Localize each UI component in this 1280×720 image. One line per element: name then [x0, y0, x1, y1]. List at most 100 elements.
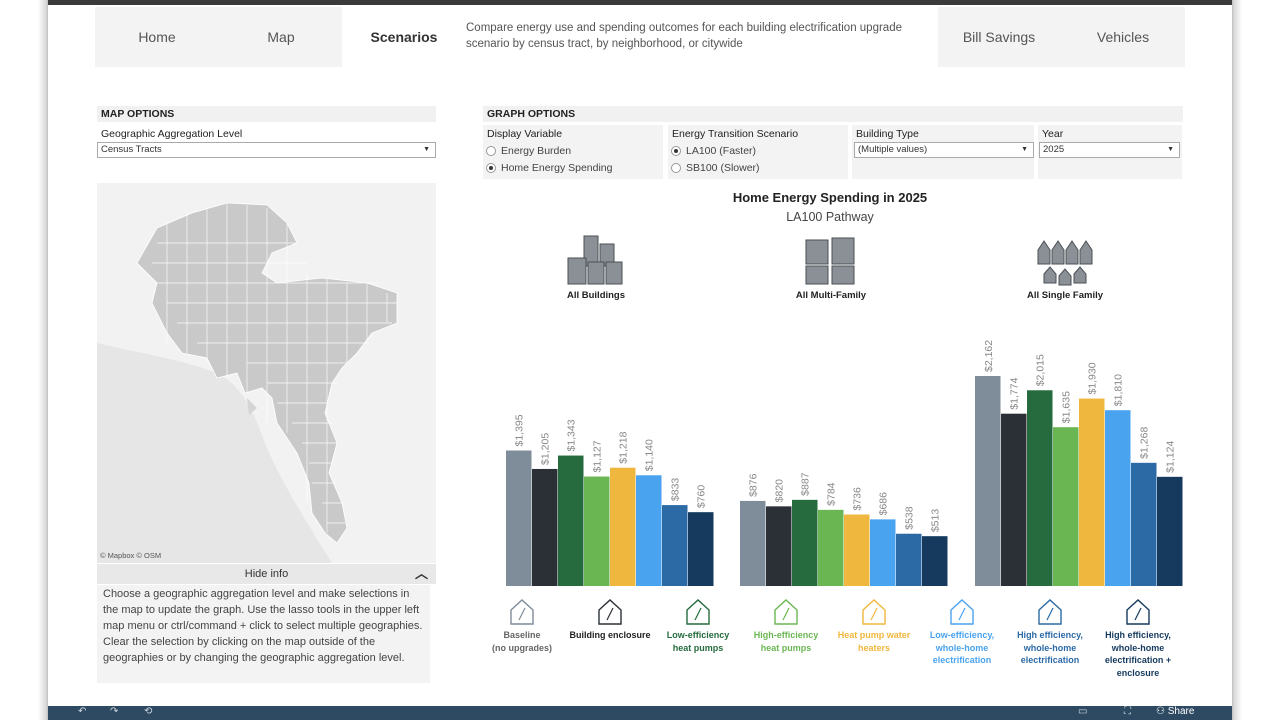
- redo-icon[interactable]: ↷: [110, 706, 119, 717]
- bar[interactable]: [1157, 476, 1183, 586]
- tab-scenarios[interactable]: Scenarios: [342, 7, 466, 67]
- bar-value-label: $1,343: [566, 419, 578, 451]
- bar-value-label: $538: [904, 506, 916, 530]
- bar[interactable]: [1105, 410, 1131, 586]
- caret-down-icon: ▼: [1021, 146, 1028, 153]
- radio-la100[interactable]: LA100 (Faster): [671, 145, 756, 157]
- legend-label-line: heaters: [857, 642, 891, 653]
- page-description: Compare energy use and spending outcomes…: [466, 22, 902, 50]
- legend-house-icon: [510, 599, 534, 625]
- bar[interactable]: [1131, 462, 1157, 586]
- legend-label-line: Low-efficiency,: [929, 630, 995, 640]
- building-type-dropdown[interactable]: (Multiple values) ▼: [854, 142, 1034, 158]
- bar-value-label: $2,015: [1035, 354, 1047, 386]
- bar-value-label: $887: [800, 472, 812, 496]
- radio-label: Home Energy Spending: [501, 162, 613, 174]
- radio-energy-burden[interactable]: Energy Burden: [486, 145, 571, 157]
- share-label: Share: [1167, 706, 1195, 717]
- scenario-label: Energy Transition Scenario: [672, 128, 799, 140]
- geo-level-label: Geographic Aggregation Level: [101, 128, 243, 140]
- legend-label-line: heat pumps: [672, 642, 724, 653]
- legend-house-icon: [1038, 599, 1062, 625]
- bar[interactable]: [844, 514, 870, 586]
- legend-label-line: (no upgrades): [492, 642, 552, 653]
- tab-home[interactable]: Home: [138, 29, 176, 45]
- undo-icon[interactable]: ↶: [78, 706, 87, 717]
- legend-house-icon: [598, 599, 622, 625]
- legend-label-line: heat pumps: [760, 642, 812, 653]
- bar-value-label: $1,810: [1113, 374, 1125, 406]
- window-frame-left: [0, 0, 48, 720]
- fullscreen-icon[interactable]: ⛶: [1124, 706, 1131, 717]
- radio-home-energy-spending[interactable]: Home Energy Spending: [486, 162, 613, 174]
- chart-subtitle: LA100 Pathway: [786, 210, 874, 224]
- legend-label: High-efficiency heat pumps: [736, 629, 836, 654]
- bar[interactable]: [1027, 390, 1053, 586]
- building-type-label: Building Type: [856, 128, 919, 140]
- map-view[interactable]: [97, 183, 436, 563]
- bar[interactable]: [1001, 413, 1027, 586]
- device-icon[interactable]: ▭: [1078, 706, 1088, 717]
- bar[interactable]: [610, 467, 636, 586]
- bar[interactable]: [506, 450, 532, 586]
- bar[interactable]: [740, 500, 766, 586]
- bar[interactable]: [975, 376, 1001, 586]
- radio-sb100[interactable]: SB100 (Slower): [671, 162, 760, 174]
- year-label: Year: [1042, 128, 1064, 140]
- bar-value-label: $1,205: [540, 433, 552, 465]
- map-canvas: [97, 183, 436, 563]
- legend-house-icon: [774, 599, 798, 625]
- legend-label-line: High-efficiency: [753, 630, 819, 640]
- bar-value-label: $833: [670, 478, 682, 502]
- tab-map[interactable]: Map: [267, 29, 295, 45]
- legend-label-line: Low-efficiency: [666, 630, 730, 640]
- radio-label: LA100 (Faster): [686, 145, 757, 157]
- caret-down-icon: ▼: [1167, 146, 1174, 153]
- hide-info-toggle[interactable]: Hide info ︿: [97, 564, 436, 584]
- bar[interactable]: [792, 499, 818, 586]
- tab-bill-savings[interactable]: Bill Savings: [962, 29, 1036, 45]
- bar-value-label: $1,268: [1139, 427, 1151, 459]
- share-button[interactable]: ⚇ Share: [1156, 706, 1194, 717]
- legend-label: Low-efficiency heat pumps: [648, 629, 748, 654]
- bar[interactable]: [1053, 427, 1079, 586]
- geo-level-dropdown[interactable]: Census Tracts ▼: [97, 142, 436, 158]
- bar[interactable]: [896, 533, 922, 586]
- year-dropdown[interactable]: 2025 ▼: [1039, 142, 1180, 158]
- bar[interactable]: [818, 509, 844, 586]
- legend-label-line: Baseline: [503, 630, 541, 640]
- legend-label-line: High efficiency,: [1017, 630, 1083, 640]
- bar-value-label: $1,124: [1165, 441, 1177, 473]
- legend-label-line: enclosure: [1116, 667, 1160, 678]
- radio-selected-icon: [486, 163, 496, 173]
- bar[interactable]: [636, 475, 662, 586]
- bar-value-label: $1,395: [514, 414, 526, 446]
- bar[interactable]: [662, 505, 688, 586]
- graph-options-header: GRAPH OPTIONS: [483, 106, 1183, 122]
- chevron-up-icon: ︿: [414, 566, 428, 581]
- year-value: 2025: [1043, 144, 1065, 155]
- bar-value-label: $1,127: [592, 440, 604, 472]
- bar[interactable]: [870, 519, 896, 586]
- bar-value-label: $820: [774, 479, 786, 503]
- bar[interactable]: [558, 455, 584, 586]
- bar[interactable]: [532, 468, 558, 586]
- chart-title: Home Energy Spending in 2025: [732, 190, 928, 205]
- radio-icon: [671, 163, 681, 173]
- display-variable-label: Display Variable: [487, 128, 563, 140]
- legend-label: High efficiency, whole-home electrificatio…: [1088, 629, 1188, 679]
- bar[interactable]: [1079, 398, 1105, 586]
- display-variable-panel: [483, 125, 663, 179]
- bar-value-label: $876: [748, 473, 760, 497]
- bar[interactable]: [922, 536, 948, 586]
- tab-vehicles[interactable]: Vehicles: [1096, 29, 1150, 45]
- revert-icon[interactable]: ⟲: [144, 706, 153, 717]
- geo-level-value: Census Tracts: [101, 144, 162, 155]
- legend-house-icon: [862, 599, 886, 625]
- bar[interactable]: [766, 506, 792, 586]
- bar[interactable]: [688, 512, 714, 586]
- legend-label-line: electrification: [1020, 655, 1080, 665]
- legend-house-icon: [686, 599, 710, 625]
- bar[interactable]: [584, 476, 610, 586]
- group-label-all-buildings: All Buildings: [566, 290, 626, 301]
